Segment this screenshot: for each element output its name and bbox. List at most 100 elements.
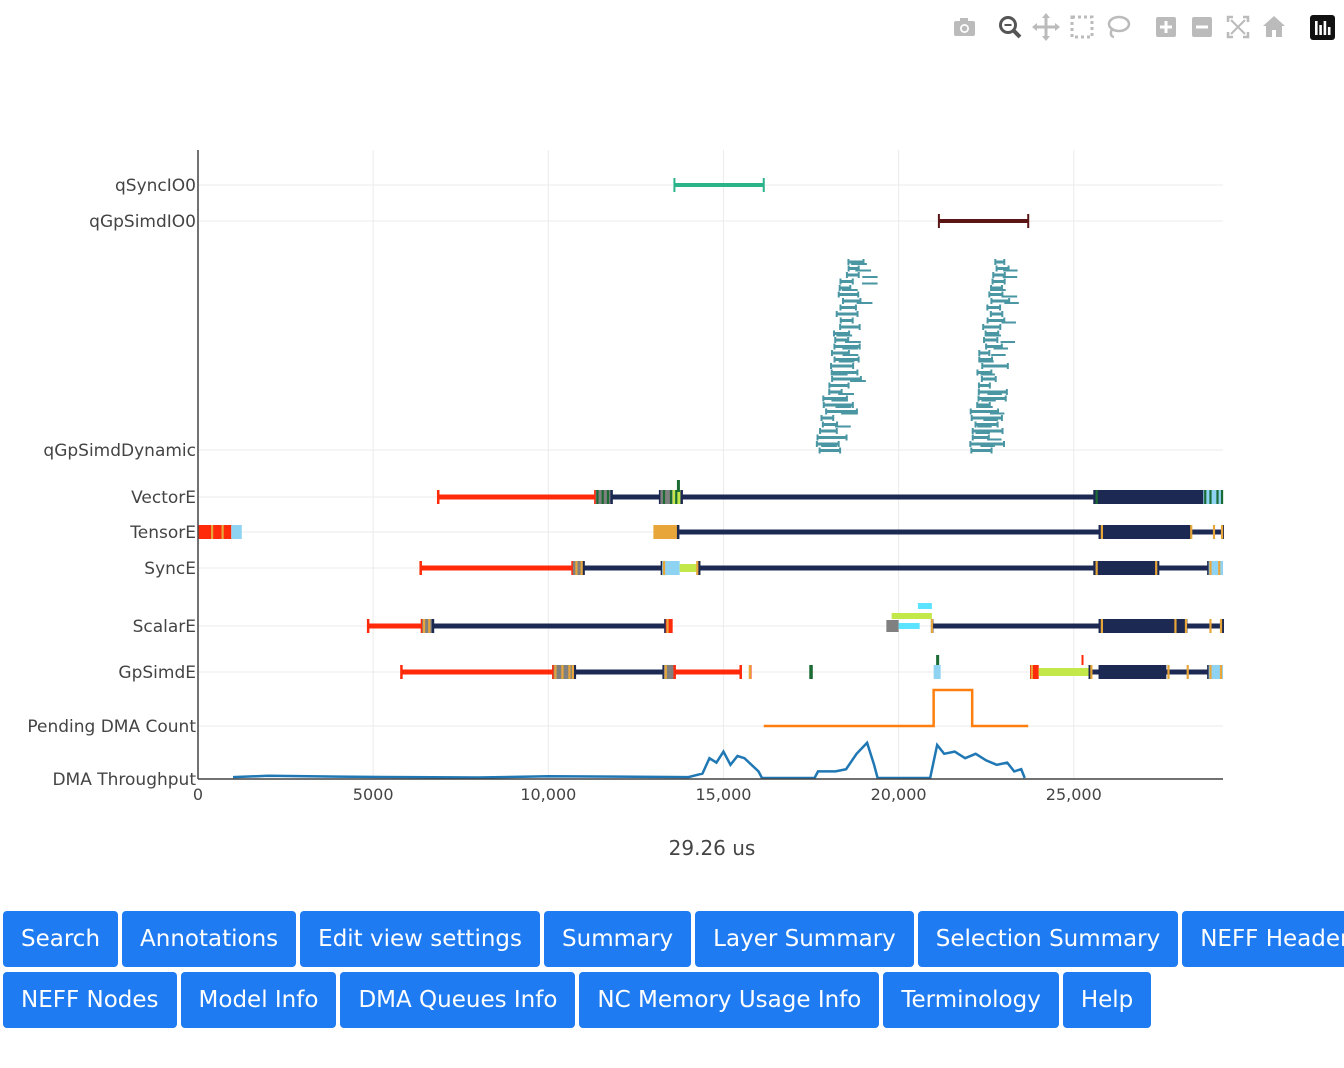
interval-tick bbox=[422, 619, 426, 633]
interval-tick bbox=[571, 665, 575, 679]
pan-icon[interactable] bbox=[1031, 10, 1061, 44]
plotly-logo-icon[interactable] bbox=[1307, 10, 1337, 44]
interval-bar bbox=[698, 565, 1095, 571]
edit-view-settings-button[interactable]: Edit view settings bbox=[300, 911, 541, 967]
interval-bar bbox=[553, 665, 575, 679]
interval-cap bbox=[1098, 665, 1102, 679]
interval-tick bbox=[1184, 619, 1188, 633]
interval-cap bbox=[552, 665, 555, 679]
interval-cap bbox=[1088, 665, 1092, 679]
interval-tick bbox=[575, 561, 578, 575]
box-select-icon[interactable] bbox=[1067, 10, 1097, 44]
neff-header-button[interactable]: NEFF Header bbox=[1182, 911, 1344, 967]
interval-tick bbox=[1209, 561, 1212, 575]
neff-nodes-button[interactable]: NEFF Nodes bbox=[3, 972, 177, 1028]
interval-bar bbox=[401, 669, 554, 675]
interval-cap bbox=[610, 490, 613, 504]
layer-summary-button[interactable]: Layer Summary bbox=[695, 911, 914, 967]
gridlines bbox=[198, 150, 1223, 779]
terminology-button[interactable]: Terminology bbox=[883, 972, 1059, 1028]
interval-cap bbox=[1221, 619, 1224, 633]
interval-tick bbox=[1216, 490, 1219, 504]
timeline-bars bbox=[198, 178, 1224, 679]
interval-cap bbox=[436, 490, 440, 504]
interval-bar bbox=[572, 561, 584, 575]
interval-cap bbox=[573, 665, 577, 679]
interval-bar bbox=[422, 619, 433, 633]
interval-bar bbox=[886, 620, 899, 632]
x-tick-label: 10,000 bbox=[520, 785, 576, 804]
interval-tick bbox=[930, 619, 934, 633]
interval-cap bbox=[1156, 561, 1160, 575]
y-row-label: qSyncIO0 bbox=[115, 176, 196, 196]
reset-axes-icon[interactable] bbox=[1259, 10, 1289, 44]
interval-cap bbox=[660, 561, 664, 575]
interval-tick bbox=[1220, 525, 1224, 539]
interval-cap bbox=[1207, 665, 1210, 679]
interval-tick bbox=[675, 490, 678, 504]
lasso-select-icon[interactable] bbox=[1103, 10, 1133, 44]
interval-cap bbox=[1188, 525, 1191, 539]
zoom-out-icon[interactable] bbox=[1187, 10, 1217, 44]
model-info-button[interactable]: Model Info bbox=[180, 972, 337, 1028]
button-row-2: NEFF Nodes Model Info DMA Queues Info NC Me… bbox=[3, 972, 1323, 1028]
dma-throughput-line bbox=[232, 740, 1026, 780]
x-axis-title-wrap: 29.26 us bbox=[0, 836, 1344, 860]
interval-cap bbox=[420, 619, 424, 633]
interval-bar bbox=[1208, 665, 1223, 679]
interval-bar bbox=[891, 613, 932, 619]
interval-bar bbox=[1089, 669, 1101, 675]
interval-cap bbox=[366, 619, 370, 633]
interval-tick bbox=[662, 561, 666, 575]
selection-summary-button[interactable]: Selection Summary bbox=[917, 911, 1179, 967]
interval-bar bbox=[931, 623, 1101, 629]
interval-tick bbox=[1209, 665, 1212, 679]
interval-tick bbox=[1095, 561, 1098, 575]
interval-bar bbox=[809, 665, 813, 679]
summary-button[interactable]: Summary bbox=[544, 911, 692, 967]
interval-bar bbox=[917, 603, 932, 609]
interval-tick bbox=[1100, 525, 1103, 539]
y-row-label: Pending DMA Count bbox=[27, 717, 196, 737]
interval-cap bbox=[680, 490, 683, 504]
interval-bar bbox=[1185, 623, 1223, 629]
interval-cap bbox=[1098, 619, 1102, 633]
interval-tick bbox=[221, 525, 224, 539]
autoscale-icon[interactable] bbox=[1223, 10, 1253, 44]
interval-tick bbox=[1219, 619, 1223, 633]
nc-memory-usage-info-button[interactable]: NC Memory Usage Info bbox=[579, 972, 880, 1028]
y-row-label: DMA Throughput bbox=[52, 770, 196, 790]
interval-bar bbox=[653, 525, 678, 539]
zoom-in-icon[interactable] bbox=[1151, 10, 1181, 44]
timeline-chart[interactable]: 0 5000 10,000 15,000 20,000 25,000 qSyncIO0 qG… bbox=[0, 0, 1344, 830]
interval-tick bbox=[664, 665, 667, 679]
x-tick-label: 25,000 bbox=[1046, 785, 1102, 804]
y-row-label: ScalarE bbox=[133, 617, 196, 637]
interval-cap bbox=[697, 561, 701, 575]
interval-tick bbox=[1030, 665, 1033, 679]
dma-queues-info-button[interactable]: DMA Queues Info bbox=[340, 972, 576, 1028]
interval-bar bbox=[611, 494, 661, 500]
help-button[interactable]: Help bbox=[1062, 972, 1152, 1028]
interval-tick bbox=[1218, 561, 1221, 575]
interval-bar bbox=[679, 564, 699, 572]
interval-cap bbox=[571, 561, 574, 575]
interval-bar bbox=[583, 565, 663, 571]
interval-cap bbox=[1093, 561, 1096, 575]
search-button[interactable]: Search bbox=[3, 911, 119, 967]
interval-bar bbox=[933, 665, 941, 679]
panel-buttons: Search Annotations Edit view settings Summa… bbox=[3, 911, 1344, 1033]
interval-tick bbox=[1174, 619, 1177, 633]
interval-tick bbox=[561, 665, 564, 679]
interval-cap bbox=[1207, 561, 1210, 575]
interval-bar bbox=[367, 623, 423, 629]
interval-tick bbox=[554, 665, 557, 679]
interval-tick bbox=[1204, 490, 1207, 504]
zoom-icon[interactable] bbox=[995, 10, 1025, 44]
camera-icon[interactable] bbox=[948, 10, 978, 44]
y-row-label: VectorE bbox=[131, 488, 196, 508]
annotations-button[interactable]: Annotations bbox=[122, 911, 297, 967]
interval-tick bbox=[601, 490, 604, 504]
interval-cap bbox=[1093, 490, 1096, 504]
x-axis-ticks: 0 5000 10,000 15,000 20,000 25,000 bbox=[193, 785, 1102, 804]
